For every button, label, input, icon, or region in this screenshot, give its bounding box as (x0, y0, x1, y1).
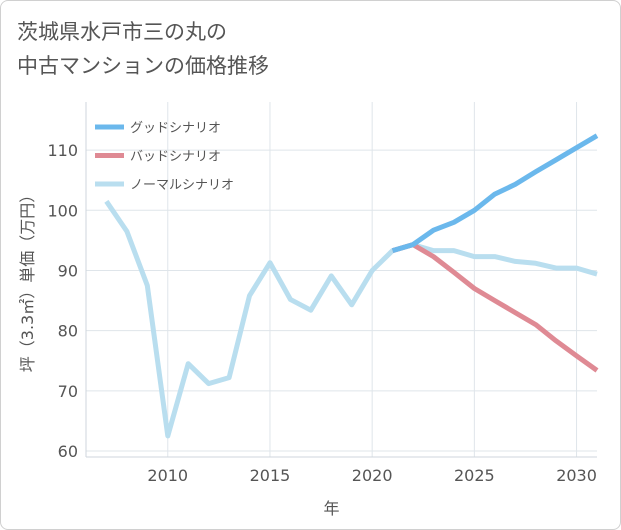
chart-title: 茨城県水戸市三の丸の 中古マンションの価格推移 (17, 15, 269, 83)
title-line-2: 中古マンションの価格推移 (17, 54, 269, 78)
x-tick-label: 2025 (454, 466, 495, 485)
x-tick-label: 2010 (147, 466, 188, 485)
y-tick-label: 70 (58, 382, 78, 401)
axes: 2010 2015 2020 2025 2030 60 70 80 90 100 110 (47, 102, 597, 485)
series-line-0 (391, 133, 599, 253)
series-lines (104, 133, 599, 439)
y-tick-label: 90 (58, 261, 78, 280)
grid-lines (86, 102, 597, 457)
y-axis-label: 坪（3.3㎡）単価（万円） (18, 187, 37, 372)
x-tick-label: 2015 (250, 466, 291, 485)
title-line-1: 茨城県水戸市三の丸の (17, 20, 227, 44)
x-axis-label: 年 (323, 499, 339, 518)
legend-label-2: ノーマルシナリオ (130, 178, 234, 193)
series-line-1 (391, 242, 599, 373)
series-line-2 (104, 199, 598, 439)
y-tick-label: 100 (47, 201, 78, 220)
x-tick-label: 2030 (556, 466, 597, 485)
legend-label-1: バッドシナリオ (130, 150, 221, 165)
y-tick-label: 80 (58, 322, 78, 341)
x-tick-label: 2020 (352, 466, 393, 485)
y-tick-label: 60 (58, 442, 78, 461)
legend-label-0: グッドシナリオ (130, 121, 221, 136)
y-tick-label: 110 (47, 141, 78, 160)
